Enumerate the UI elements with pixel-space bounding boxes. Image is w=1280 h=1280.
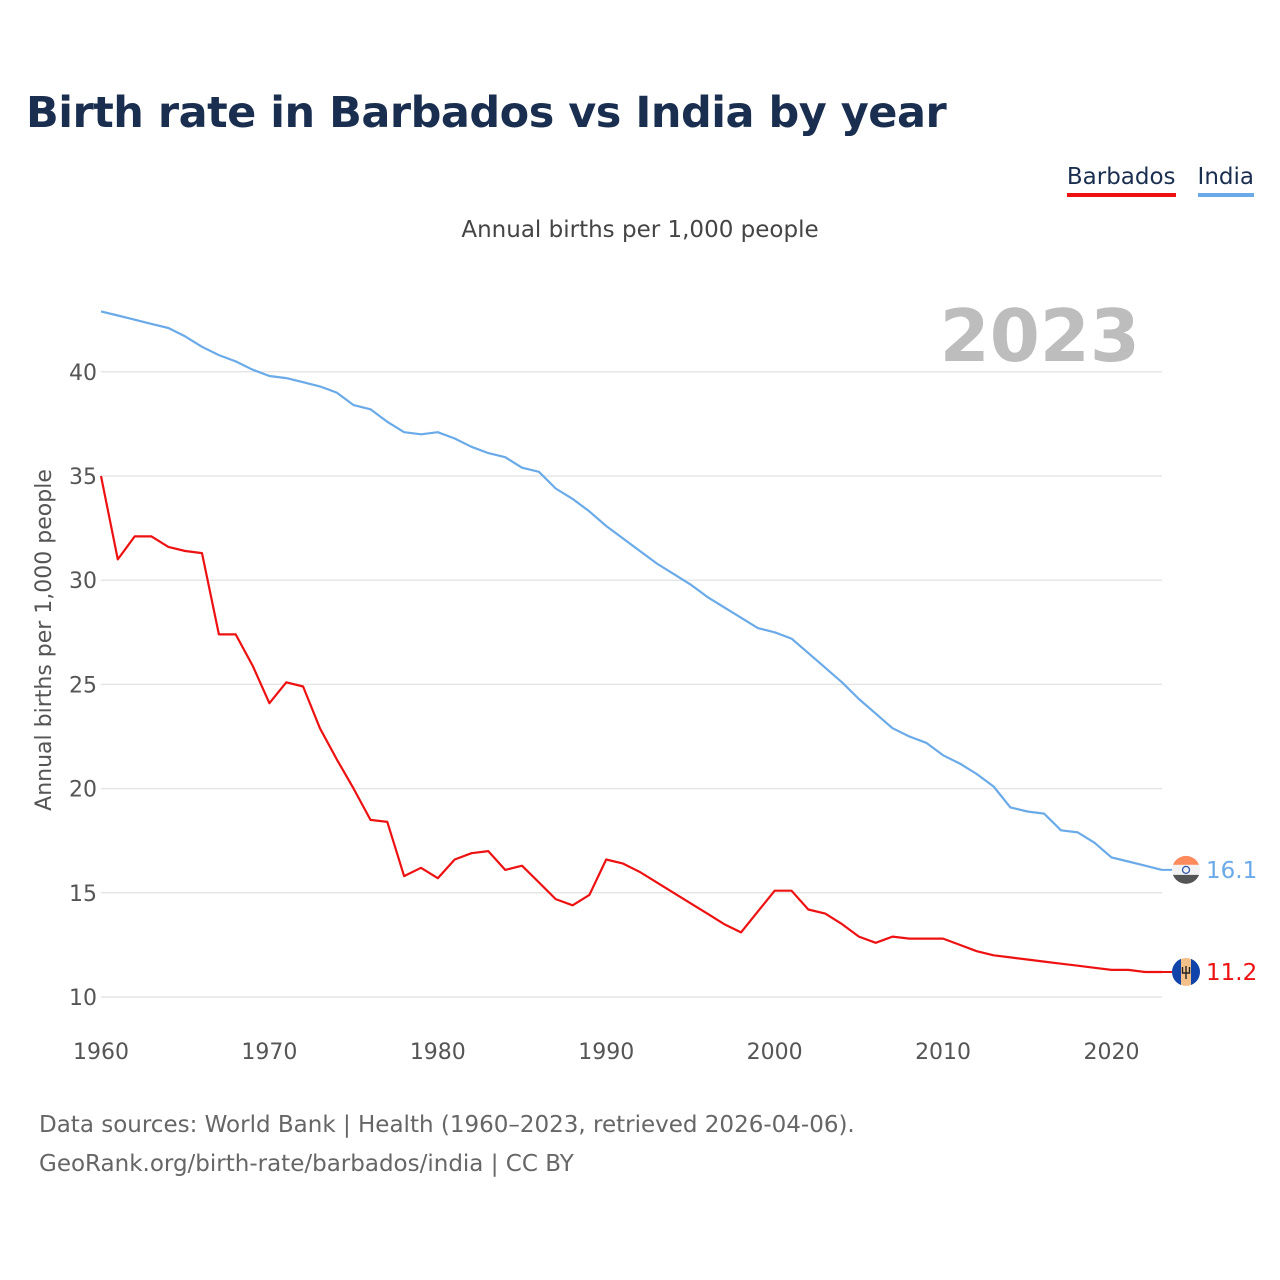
y-axis-label: Annual births per 1,000 people bbox=[32, 469, 57, 811]
end-value-label-barbados: 11.2 bbox=[1206, 960, 1257, 986]
x-tick-label: 1960 bbox=[73, 1040, 129, 1065]
line-chart: 10 15 20 25 30 35 40 1960 1970 1980 1990 2000 2010 2… bbox=[32, 294, 1257, 1065]
y-tick-label: 35 bbox=[69, 465, 97, 490]
chart-subtitle: Annual births per 1,000 people bbox=[461, 217, 819, 243]
x-axis-ticks: 1960 1970 1980 1990 2000 2010 2020 bbox=[73, 1040, 1139, 1065]
y-tick-label: 20 bbox=[69, 778, 97, 803]
flag-barbados-icon bbox=[1172, 957, 1200, 986]
grid-lines bbox=[101, 371, 1162, 998]
x-tick-label: 2010 bbox=[915, 1040, 971, 1065]
series-endpoints: 11.2 16.1 bbox=[1162, 855, 1257, 986]
legend: Barbados India bbox=[1066, 164, 1254, 197]
x-tick-label: 1970 bbox=[241, 1040, 297, 1065]
series-line-barbados[interactable] bbox=[99, 475, 1162, 974]
x-tick-label: 2000 bbox=[747, 1040, 803, 1065]
y-tick-label: 10 bbox=[69, 986, 97, 1011]
year-watermark: 2023 bbox=[940, 294, 1140, 378]
x-tick-label: 2020 bbox=[1083, 1040, 1139, 1065]
source-note: Data sources: World Bank | Health (1960–… bbox=[39, 1106, 855, 1184]
x-tick-label: 1990 bbox=[578, 1040, 634, 1065]
x-tick-label: 1980 bbox=[410, 1040, 466, 1065]
source-line-1: Data sources: World Bank | Health (1960–… bbox=[39, 1112, 855, 1138]
series-lines bbox=[99, 310, 1163, 974]
y-tick-label: 25 bbox=[69, 673, 97, 698]
y-tick-label: 15 bbox=[69, 882, 97, 907]
series-line-india[interactable] bbox=[100, 310, 1163, 871]
chart-title: Birth rate in Barbados vs India by year bbox=[26, 88, 947, 138]
end-value-label-india: 16.1 bbox=[1206, 858, 1257, 884]
y-axis-ticks: 10 15 20 25 30 35 40 bbox=[69, 361, 97, 1011]
y-tick-label: 40 bbox=[69, 361, 97, 386]
legend-item-india[interactable]: India bbox=[1197, 164, 1254, 197]
legend-item-barbados[interactable]: Barbados bbox=[1066, 164, 1176, 197]
source-line-2[interactable]: GeoRank.org/birth-rate/barbados/india | … bbox=[39, 1151, 574, 1177]
y-tick-label: 30 bbox=[69, 569, 97, 594]
flag-india-icon bbox=[1172, 855, 1200, 884]
